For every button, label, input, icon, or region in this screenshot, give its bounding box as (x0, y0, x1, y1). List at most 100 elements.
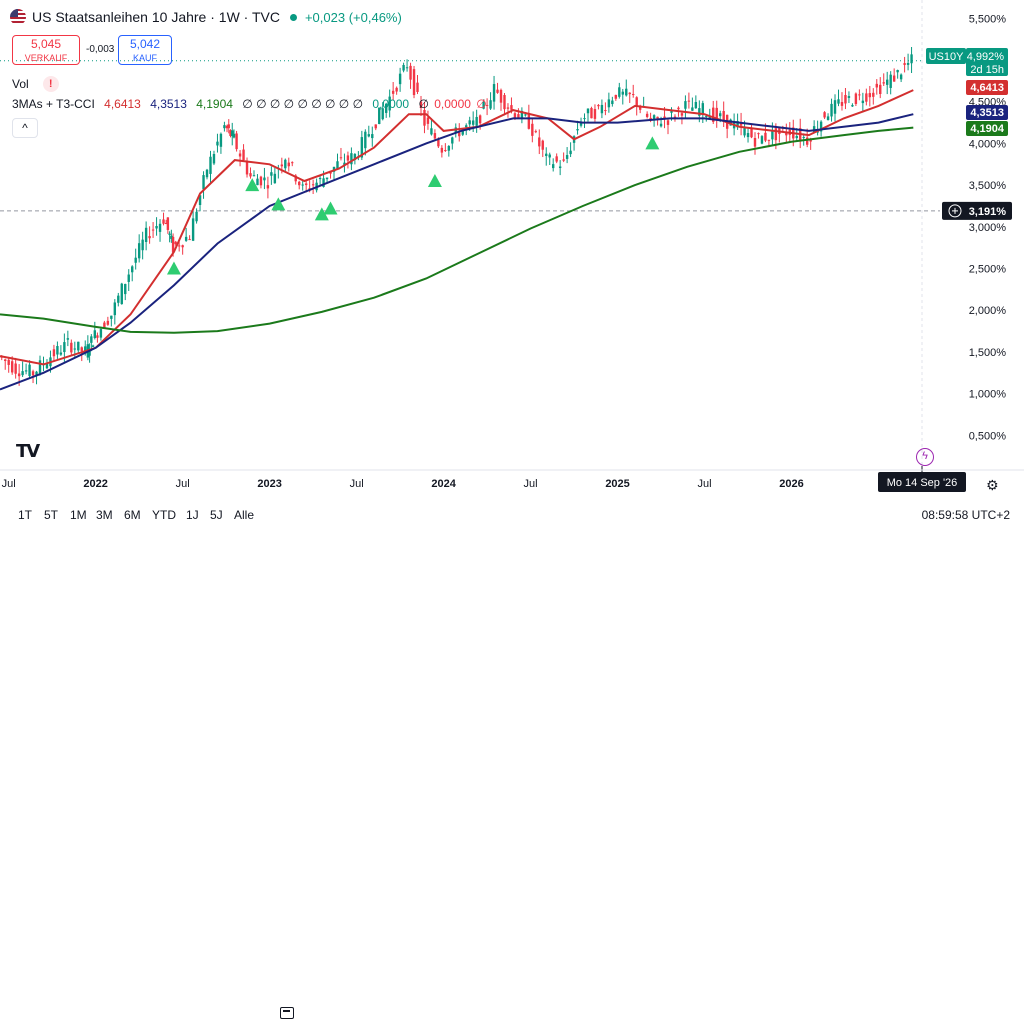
candle-body (656, 116, 659, 120)
candle-body (886, 79, 889, 85)
candle-body (120, 283, 123, 305)
candle-body (384, 103, 388, 113)
candle-body (287, 162, 290, 167)
candle-body (757, 133, 760, 135)
sell-button[interactable]: 5,045 VERKAUF (12, 35, 80, 65)
buy-signal-marker (271, 197, 286, 211)
candle-body (35, 371, 38, 375)
warning-icon[interactable]: ! (42, 76, 59, 92)
candle-body (471, 120, 475, 125)
candle-body (134, 257, 137, 263)
candle-body (103, 322, 106, 329)
spread-value: -0,003 (86, 44, 115, 55)
candle-body (576, 129, 579, 131)
plus-icon[interactable] (948, 204, 962, 218)
gear-icon[interactable]: ⚙ (986, 477, 999, 493)
buy-button[interactable]: 5,042 KAUF (118, 35, 172, 65)
candle-body (739, 122, 743, 126)
candle-body (715, 107, 718, 119)
candle-body (496, 89, 499, 93)
candle-body (137, 243, 141, 259)
candle-body (680, 113, 684, 116)
candle-body (188, 239, 191, 241)
range-button-alle[interactable]: Alle (234, 508, 255, 522)
candle-body (826, 116, 830, 120)
candle-body (444, 150, 447, 152)
symbol-badge-bg (926, 48, 966, 64)
range-button-1t[interactable]: 1T (18, 508, 33, 522)
indicator-value-green: 4,1904 (196, 97, 233, 111)
symbol-title-row[interactable]: US Staatsanleihen 10 Jahre · 1W · TVC +0… (10, 9, 402, 25)
candle-body (195, 211, 198, 222)
candle-body (225, 125, 229, 129)
range-button-ytd[interactable]: YTD (152, 508, 176, 522)
volume-legend[interactable]: Vol ! (12, 76, 59, 92)
candle-body (209, 156, 212, 174)
candle-body (517, 114, 520, 119)
x-tick-label: Jul (350, 478, 364, 490)
lightning-icon[interactable]: ϟ (916, 448, 934, 466)
candle-body (468, 120, 471, 125)
range-button-3m[interactable]: 3M (96, 508, 113, 522)
candle-body (750, 128, 753, 138)
candle-body (158, 223, 162, 232)
candle-body (659, 123, 663, 127)
crosshair-badge: 3,191% (969, 206, 1007, 218)
candle-body (232, 133, 236, 138)
ma-red-badge: 4,6413 (970, 82, 1004, 94)
candle-body (21, 371, 24, 376)
candle-body (223, 125, 226, 129)
candle-body (151, 229, 155, 231)
candle-body (367, 134, 370, 137)
buy-signal-marker (245, 178, 260, 192)
bottom-toolbar: 1T 5T 1M 3M 6M YTD 1J 5J Alle 08:59:58 UTC+2 (0, 502, 1024, 1019)
candle-body (736, 121, 739, 128)
date-badge-bg (878, 472, 966, 492)
candle-body (17, 373, 21, 377)
indicator-legend[interactable]: 3MAs + T3-CCI 4,6413 4,3513 4,1904 ∅ ∅ ∅… (12, 97, 493, 111)
symbol-title[interactable]: US Staatsanleihen 10 Jahre · 1W · TVC (32, 9, 280, 25)
candle-body (819, 121, 823, 132)
range-button-1m[interactable]: 1M (70, 508, 87, 522)
price-chart[interactable]: 5,500%5,000%4,500%4,000%3,500%3,000%2,50… (0, 0, 1024, 523)
price-badge-box-bg (966, 48, 1008, 76)
candle-body (837, 99, 840, 104)
candle-body (171, 236, 175, 253)
candle-body (212, 153, 216, 164)
utc-clock[interactable]: 08:59:58 UTC+2 (921, 508, 1010, 522)
candle-body (99, 329, 103, 338)
candle-body (830, 103, 833, 117)
range-button-5t[interactable]: 5T (44, 508, 59, 522)
x-tick-label: Jul (176, 478, 190, 490)
candle-body (52, 349, 56, 357)
candle-body (534, 131, 538, 133)
range-button-6m[interactable]: 6M (124, 508, 141, 522)
market-open-dot-icon (289, 13, 297, 21)
ma-red-badge-bg (966, 80, 1008, 95)
candle-body (833, 100, 837, 114)
range-button-1j[interactable]: 1J (186, 508, 199, 522)
range-button-5j[interactable]: 5J (210, 508, 223, 522)
calendar-icon[interactable] (280, 1007, 294, 1019)
buy-label: KAUF (132, 53, 157, 63)
candle-body (847, 96, 851, 98)
candle-body (391, 90, 395, 94)
candle-body (90, 336, 93, 343)
candle-body (712, 107, 715, 122)
candle-body (506, 107, 510, 109)
candle-body (618, 87, 621, 97)
candle-body (398, 73, 402, 85)
buy-value: 5,042 (129, 37, 161, 51)
candle-body (381, 108, 384, 120)
candle-body (374, 124, 377, 129)
candle-body (45, 363, 49, 369)
candle-body (854, 93, 858, 104)
sell-value: 5,045 (30, 37, 62, 51)
candle-body (14, 363, 17, 374)
candle-body (256, 178, 259, 186)
buy-signal-marker (166, 261, 181, 275)
collapse-legend-button[interactable]: ^ (12, 118, 38, 138)
candle-body (868, 93, 872, 98)
y-tick-label: 5,500% (969, 13, 1007, 25)
candle-body (249, 173, 252, 177)
